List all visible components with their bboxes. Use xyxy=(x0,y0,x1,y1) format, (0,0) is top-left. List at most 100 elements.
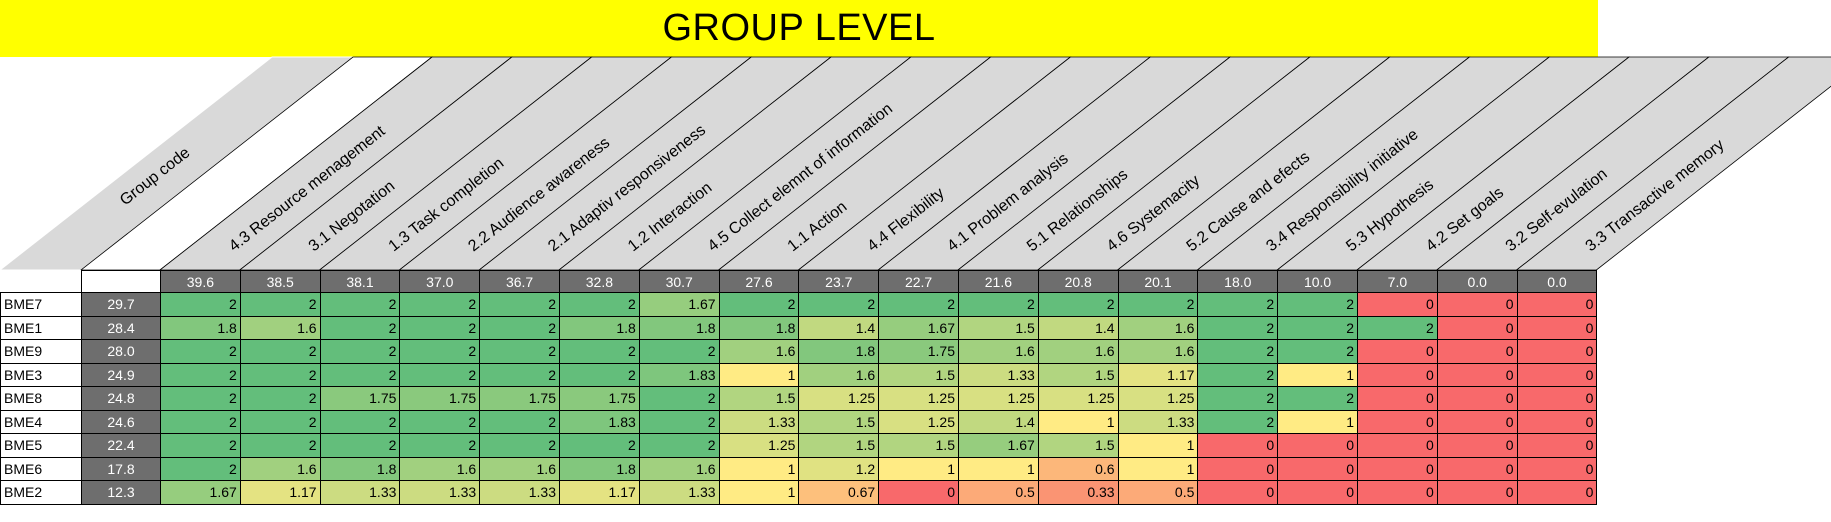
row-total-score: 12.3 xyxy=(81,480,161,505)
value-cell: 0 xyxy=(1516,339,1598,364)
column-score: 32.8 xyxy=(559,270,640,293)
value-cell: 2 xyxy=(160,386,241,411)
value-cell: 2 xyxy=(638,433,720,458)
value-cell: 1.33 xyxy=(638,480,720,505)
value-cell: 1.67 xyxy=(878,315,959,340)
value-cell: 0 xyxy=(1436,480,1518,505)
value-cell: 2 xyxy=(1197,339,1279,364)
value-cell: 2 xyxy=(1197,386,1279,411)
value-cell: 1.6 xyxy=(1037,339,1119,364)
value-cell: 1.67 xyxy=(958,433,1039,458)
column-score: 38.1 xyxy=(319,270,401,293)
value-cell: 1.5 xyxy=(1037,362,1119,387)
value-cell: 0 xyxy=(1357,386,1438,411)
value-cell: 2 xyxy=(1037,292,1119,317)
value-cell: 0 xyxy=(1436,409,1518,434)
value-cell: 2 xyxy=(399,409,481,434)
value-cell: 0 xyxy=(1197,456,1279,481)
value-cell: 1 xyxy=(718,362,800,387)
value-cell: 1.75 xyxy=(878,339,959,364)
column-score: 39.6 xyxy=(160,270,241,293)
value-cell: 1 xyxy=(1117,433,1199,458)
value-cell: 2 xyxy=(1197,315,1279,340)
value-cell: 2 xyxy=(479,409,560,434)
value-cell: 0 xyxy=(1516,409,1598,434)
row-group-code: BME6 xyxy=(0,456,82,481)
value-cell: 2 xyxy=(319,433,401,458)
value-cell: 1.8 xyxy=(319,456,401,481)
column-score: 27.6 xyxy=(718,270,800,293)
value-cell: 0 xyxy=(1357,362,1438,387)
value-cell: 2 xyxy=(239,292,321,317)
value-cell: 0 xyxy=(1357,339,1438,364)
value-cell: 1.8 xyxy=(160,315,241,340)
value-cell: 2 xyxy=(399,433,481,458)
value-cell: 1 xyxy=(718,480,800,505)
value-cell: 2 xyxy=(638,409,720,434)
value-cell: 1.75 xyxy=(399,386,481,411)
value-cell: 1.8 xyxy=(559,456,640,481)
value-cell: 2 xyxy=(1117,292,1199,317)
value-cell: 1.2 xyxy=(798,456,880,481)
value-cell: 1.67 xyxy=(160,480,241,505)
value-cell: 1 xyxy=(878,456,959,481)
value-cell: 1.33 xyxy=(1117,409,1199,434)
value-cell: 1.5 xyxy=(958,315,1039,340)
value-cell: 0 xyxy=(1277,456,1358,481)
value-cell: 1.5 xyxy=(878,362,959,387)
row-total-score: 17.8 xyxy=(81,456,161,481)
column-header-cell xyxy=(1515,56,1831,270)
row-total-score: 28.4 xyxy=(81,315,161,340)
value-cell: 1.25 xyxy=(1117,386,1199,411)
column-score: 20.1 xyxy=(1117,270,1199,293)
value-cell: 0 xyxy=(1277,480,1358,505)
row-group-code: BME5 xyxy=(0,433,82,458)
value-cell: 1.17 xyxy=(1117,362,1199,387)
row-group-code: BME7 xyxy=(0,292,82,317)
value-cell: 1 xyxy=(718,456,800,481)
value-cell: 2 xyxy=(479,362,560,387)
column-score: 23.7 xyxy=(798,270,880,293)
value-cell: 1.33 xyxy=(479,480,560,505)
value-cell: 0 xyxy=(1277,433,1358,458)
column-score: 7.0 xyxy=(1357,270,1438,293)
value-cell: 2 xyxy=(160,456,241,481)
value-cell: 1.75 xyxy=(319,386,401,411)
value-cell: 2 xyxy=(239,409,321,434)
value-cell: 1.33 xyxy=(399,480,481,505)
value-cell: 2 xyxy=(239,362,321,387)
row-group-code: BME3 xyxy=(0,362,82,387)
row-total-score: 24.8 xyxy=(81,386,161,411)
value-cell: 0 xyxy=(1197,433,1279,458)
value-cell: 1.5 xyxy=(878,433,959,458)
value-cell: 1.6 xyxy=(798,362,880,387)
row-total-score: 24.6 xyxy=(81,409,161,434)
value-cell: 1.75 xyxy=(479,386,560,411)
value-cell: 2 xyxy=(319,339,401,364)
value-cell: 0 xyxy=(1197,480,1279,505)
value-cell: 2 xyxy=(479,433,560,458)
value-cell: 2 xyxy=(1277,315,1358,340)
value-cell: 1.25 xyxy=(878,386,959,411)
title-banner: GROUP LEVEL xyxy=(0,0,1598,57)
value-cell: 1.6 xyxy=(399,456,481,481)
row-total-score: 29.7 xyxy=(81,292,161,317)
value-cell: 2 xyxy=(319,292,401,317)
column-score: 0.0 xyxy=(1516,270,1598,293)
column-score: 22.7 xyxy=(878,270,959,293)
value-cell: 1.6 xyxy=(718,339,800,364)
row-group-code: BME8 xyxy=(0,386,82,411)
value-cell: 2 xyxy=(638,339,720,364)
value-cell: 2 xyxy=(638,386,720,411)
value-cell: 0 xyxy=(878,480,959,505)
value-cell: 1.5 xyxy=(1037,433,1119,458)
row-total-score: 22.4 xyxy=(81,433,161,458)
value-cell: 1.6 xyxy=(239,315,321,340)
value-cell: 1.33 xyxy=(958,362,1039,387)
value-cell: 1.33 xyxy=(718,409,800,434)
value-cell: 1.25 xyxy=(958,386,1039,411)
value-cell: 2 xyxy=(559,362,640,387)
row-group-code: BME4 xyxy=(0,409,82,434)
value-cell: 1 xyxy=(958,456,1039,481)
value-cell: 2 xyxy=(319,409,401,434)
